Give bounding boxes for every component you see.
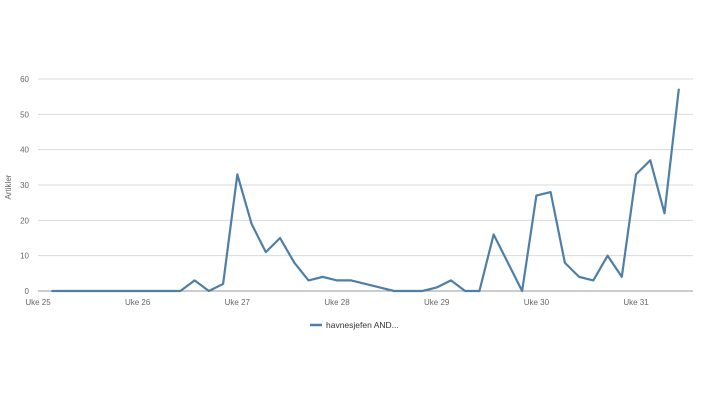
data-point — [336, 279, 338, 281]
x-tick-labels: Uke 25 Uke 26 Uke 27 Uke 28 Uke 29 Uke 30 Uke … — [25, 298, 649, 307]
y-tick-label: 40 — [20, 146, 29, 155]
data-point — [436, 286, 438, 288]
data-point — [678, 89, 680, 91]
data-point — [80, 290, 82, 292]
data-point — [450, 279, 452, 281]
x-tick-label: Uke 27 — [225, 298, 251, 307]
data-point — [578, 276, 580, 278]
data-point — [350, 279, 352, 281]
data-point — [564, 262, 566, 264]
data-point — [521, 290, 523, 292]
y-tick-label: 10 — [20, 252, 29, 261]
x-tick-label: Uke 28 — [324, 298, 350, 307]
data-point — [307, 279, 309, 281]
y-tick-labels: 0 10 20 30 40 50 60 — [20, 75, 29, 296]
data-point — [137, 290, 139, 292]
data-point — [550, 191, 552, 193]
data-point — [478, 290, 480, 292]
series-lines — [51, 88, 680, 293]
data-point — [265, 251, 267, 253]
data-point — [165, 290, 167, 292]
data-point — [663, 212, 665, 214]
legend[interactable]: havnesjefen AND... — [310, 320, 399, 330]
data-point — [122, 290, 124, 292]
data-point — [322, 276, 324, 278]
data-point — [393, 290, 395, 292]
data-point — [621, 276, 623, 278]
data-point — [464, 290, 466, 292]
gridlines — [38, 78, 693, 292]
data-point — [108, 290, 110, 292]
legend-label: havnesjefen AND... — [326, 320, 399, 330]
data-point — [65, 290, 67, 292]
data-point — [379, 286, 381, 288]
x-tick-label: Uke 31 — [623, 298, 649, 307]
y-tick-label: 0 — [25, 287, 30, 296]
data-point — [94, 290, 96, 292]
data-point — [194, 279, 196, 281]
data-point — [208, 290, 210, 292]
data-point — [179, 290, 181, 292]
data-point — [236, 173, 238, 175]
data-point — [407, 290, 409, 292]
x-tick-label: Uke 30 — [524, 298, 550, 307]
x-tick-label: Uke 26 — [125, 298, 151, 307]
data-point — [364, 283, 366, 285]
y-tick-label: 50 — [20, 110, 29, 119]
y-tick-label: 30 — [20, 181, 29, 190]
data-point — [592, 279, 594, 281]
data-point — [222, 283, 224, 285]
data-point — [151, 290, 153, 292]
data-point — [535, 195, 537, 197]
data-point — [51, 290, 53, 292]
y-tick-label: 60 — [20, 75, 29, 84]
x-tick-label: Uke 25 — [25, 298, 51, 307]
data-point — [250, 223, 252, 225]
series-line-0 — [51, 88, 680, 293]
y-tick-label: 20 — [20, 216, 29, 225]
x-tick-label: Uke 29 — [424, 298, 450, 307]
data-point — [507, 262, 509, 264]
y-axis-label: Artikler — [4, 174, 13, 199]
data-point — [606, 255, 608, 257]
data-point — [293, 262, 295, 264]
data-point — [649, 159, 651, 161]
data-point — [279, 237, 281, 239]
data-point — [421, 290, 423, 292]
data-point — [493, 233, 495, 235]
data-point — [635, 173, 637, 175]
